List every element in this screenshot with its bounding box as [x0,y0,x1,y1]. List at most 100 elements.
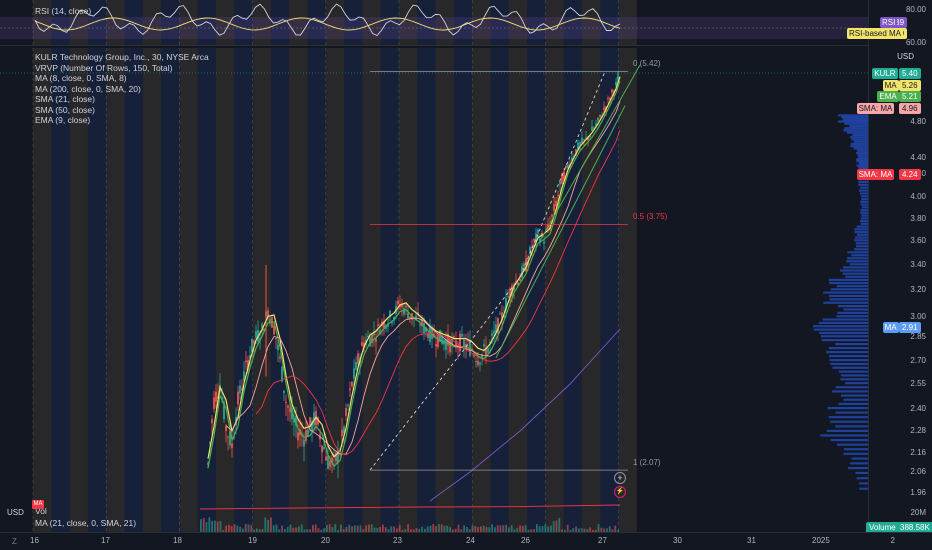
volume-profile-bar [828,294,868,298]
volume-bar [583,528,586,532]
session-band [380,0,399,46]
volume-bar [435,526,437,532]
candle-body [243,371,245,381]
rsi-tick-60: 60.00 [905,38,926,47]
price-plot [0,48,868,532]
volume-bar [286,526,289,532]
time-axis[interactable]: Z 16 17 18 19 20 23 24 26 27 30 31 2025 2 [0,532,932,550]
volume-bar [356,525,359,532]
volume-profile-bar [857,154,868,157]
candle-body [383,320,385,329]
volume-bar [438,524,440,532]
volume-profile-bar [850,145,868,148]
candle-body [331,457,333,464]
candle-body [607,97,609,99]
candle-body [497,318,499,334]
candle-body [295,415,297,426]
volume-bar [533,529,535,532]
currency-button[interactable]: USD [7,508,24,517]
volume-bar [354,525,356,532]
add-plus-icon[interactable]: + [614,472,626,484]
legend-symbol[interactable]: KULR Technology Group, Inc., 30, NYSE Ar… [35,52,209,62]
volume-bar [340,524,342,532]
sma50-line [255,129,621,456]
session-band [51,0,70,46]
legend-sma50[interactable]: SMA (50, close) [35,104,95,115]
legend-vrvp[interactable]: VRVP (Number Of Rows, 150, Total) [35,62,173,73]
candle-body [325,456,327,461]
volume-ma-legend[interactable]: MA (21, close, 0, SMA, 21) [35,518,137,528]
volume-profile-bar [858,166,868,169]
volume-bar [499,525,502,532]
main-chart-pane[interactable]: KULR Technology Group, Inc., 30, NYSE Ar… [0,48,868,532]
time-label: 27 [598,536,607,545]
time-label: 20 [321,536,330,545]
main-legend[interactable]: KULR Technology Group, Inc., 30, NYSE Ar… [35,52,209,126]
volume-profile-bar [840,269,868,272]
candle-body [615,82,617,86]
candle-body [353,368,355,379]
price-name-badge: SMA: MA [856,169,895,180]
session-band [563,0,582,46]
volume-profile-bar [820,434,868,437]
session-band [252,0,271,46]
volume-profile-bar [854,231,868,234]
volume-profile-bar [860,211,868,214]
candle-body [587,136,589,140]
session-band [106,48,125,532]
candle-body [499,313,501,315]
volume-bar [404,529,407,532]
volume-bar [443,525,446,532]
candle-body [579,142,581,145]
price-tick: 2.85 [910,332,926,341]
volume-profile-bar [818,321,868,324]
candle-body [223,402,225,420]
volume-name-badge: Volume [866,522,899,533]
candle-body [269,318,271,324]
volume-profile-bar [830,362,868,366]
volume-bar [228,524,230,532]
legend-ma200[interactable]: MA (200, close, 0, SMA, 20) [35,83,141,94]
volume-bar [247,524,250,532]
volume-profile-bar [860,195,868,198]
volume-profile-bar [835,343,868,346]
candle-body [237,391,239,405]
session-band [161,48,180,532]
volume-profile-bar [859,482,868,485]
volume-bar [558,517,561,532]
price-tick: 3.60 [910,236,926,245]
legend-ma8[interactable]: MA (8, close, 0, SMA, 8) [35,73,127,83]
reset-scale-button[interactable]: Z [12,537,17,546]
lightning-icon[interactable]: ⚡ [614,486,626,498]
volume-bar [519,525,521,532]
rsi-legend[interactable]: RSI (14, close) [35,6,92,16]
time-label: 26 [521,536,530,545]
volume-bar [538,526,541,532]
volume-profile-bar [855,242,868,245]
volume-bar [578,528,580,532]
volume-profile-bar [840,378,868,381]
volume-legend[interactable]: Vol [35,506,47,516]
candle-body [285,401,287,404]
candle-body [249,355,251,359]
fib-level-1: 1 (2.07) [633,458,661,467]
candle-body [231,443,233,448]
candle-body [267,310,269,318]
candle-body [519,279,521,281]
legend-ema9[interactable]: EMA (9, close) [35,115,91,125]
candle-body [571,157,573,161]
volume-bar [617,529,619,532]
volume-bar [253,529,255,532]
rsi-pane[interactable]: RSI (14, close) [0,0,868,46]
legend-sma21[interactable]: SMA (21, close) [35,94,95,104]
price-axis[interactable]: 80.00 60.00 72.39 71.09 USD 4.804.404.20… [868,0,932,533]
volume-bar [284,529,286,532]
price-tick: 1.96 [910,488,926,497]
volume-bar [491,524,493,532]
volume-bar [555,520,558,532]
time-label: 24 [466,536,475,545]
volume-bar [466,527,468,532]
volume-profile-bar [828,416,868,419]
candle-body [279,356,281,359]
